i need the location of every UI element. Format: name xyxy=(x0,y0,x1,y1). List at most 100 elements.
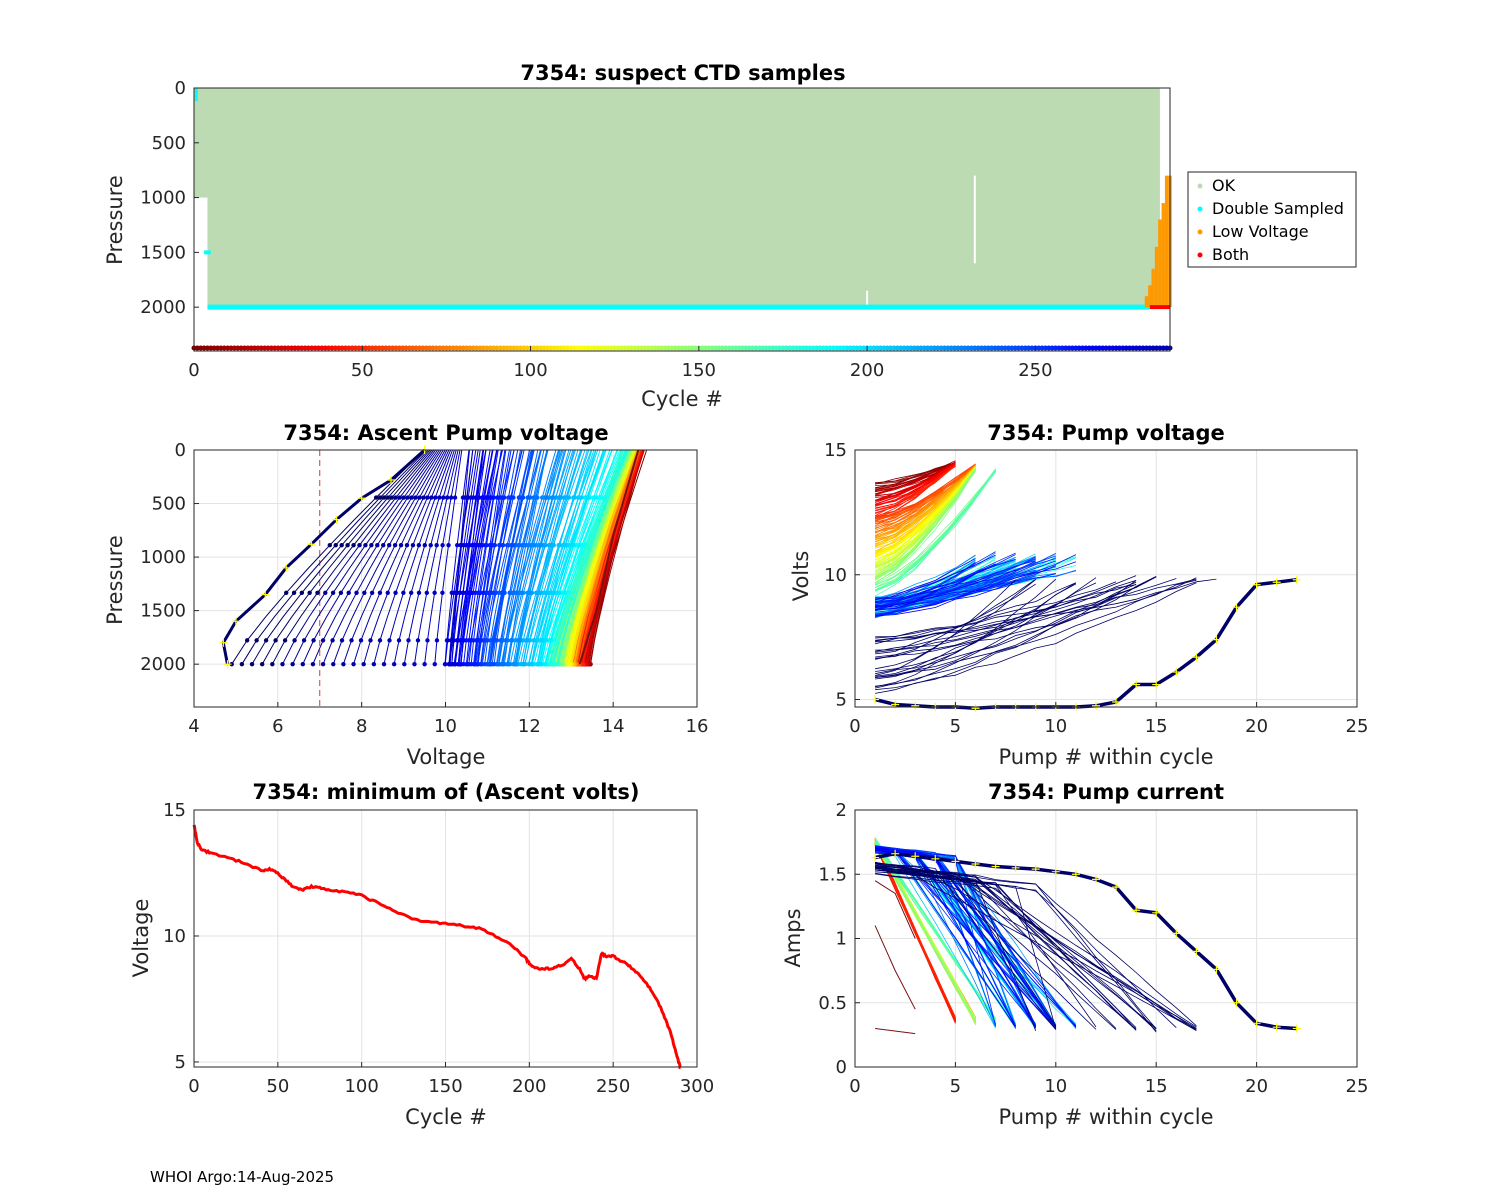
ascent-profile-line xyxy=(454,449,484,665)
ascent-profile-line xyxy=(465,449,499,665)
pump-voltage-cycle-line xyxy=(875,581,1117,638)
ascent-profile-point xyxy=(557,542,562,548)
pump-voltage-cycle-line xyxy=(875,579,1197,660)
ascent-profile-line xyxy=(460,449,493,665)
ascent-profile-point xyxy=(489,495,494,500)
low-voltage-samples xyxy=(1161,203,1165,308)
ascent-profile-bottom-point xyxy=(506,661,511,667)
last-ascent-profile-marker xyxy=(332,515,341,524)
last-cycle-voltage-marker xyxy=(1091,701,1100,710)
pump-voltage-cycle-line xyxy=(874,467,976,559)
ascent-profile-bottom-point xyxy=(341,661,346,667)
x-tick-label: 25 xyxy=(1346,1076,1369,1097)
ascent-profile-point xyxy=(576,495,581,500)
ascent-profile-bottom-point xyxy=(456,661,461,667)
ctd-legend: OK Double Sampled Low Voltage Both xyxy=(1187,171,1357,268)
pump-current-cycle-line xyxy=(875,873,1157,1029)
ascent-profile-point xyxy=(569,542,574,548)
ascent-profile-point xyxy=(389,495,395,500)
pump-voltage-cycle-line xyxy=(875,576,1157,675)
ascent-profile-line xyxy=(538,449,604,665)
pump-voltage-cycle-line xyxy=(874,561,976,611)
ascent-profile-point xyxy=(425,638,430,643)
ascent-profile-point xyxy=(401,495,406,500)
x-tick-label: 300 xyxy=(680,1076,714,1097)
pump-current-cycle-line xyxy=(875,848,1057,1030)
ascent-profile-point xyxy=(508,495,514,500)
minimum-ascent-volts-ylabel: Voltage xyxy=(129,899,153,978)
ascent-profile-point xyxy=(405,495,410,500)
last-cycle-current-marker xyxy=(1152,908,1161,917)
last-ascent-profile-line xyxy=(221,448,426,665)
ascent-profile-bottom-point xyxy=(259,661,265,667)
data-layer xyxy=(219,446,648,707)
ascent-profile-line xyxy=(322,449,442,665)
ascent-profile-line xyxy=(512,449,567,665)
ascent-profile-bottom-point xyxy=(442,661,448,667)
ascent-profile-point xyxy=(410,542,416,548)
y-tick-label: 5 xyxy=(836,690,847,711)
ascent-profile-point xyxy=(377,495,383,500)
last-cycle-current-marker xyxy=(891,849,900,858)
ascent-profile-point xyxy=(327,542,333,548)
ascent-profile-bottom-point xyxy=(500,661,505,667)
ascent-profile-point xyxy=(531,495,536,500)
ascent-profile-point xyxy=(432,590,437,595)
ascent-profile-line xyxy=(517,449,583,665)
y-tick-label: 0 xyxy=(175,440,186,461)
minimum-ascent-volts-title: 7354: minimum of (Ascent volts) xyxy=(252,780,639,804)
y-tick-label: 15 xyxy=(824,440,847,461)
x-tick-label: 50 xyxy=(266,1076,289,1097)
x-tick-label: 5 xyxy=(950,716,961,737)
ascent-profile-line xyxy=(542,449,621,665)
pump-current-cycle-line xyxy=(875,871,1197,1031)
ascent-profile-point xyxy=(404,542,410,548)
ascent-pump-voltage-xlabel: Voltage xyxy=(407,745,486,769)
ascent-profile-line xyxy=(481,449,532,665)
ascent-profile-point xyxy=(460,590,466,595)
ascent-profile-point xyxy=(351,542,356,548)
ascent-profile-point xyxy=(474,542,480,548)
ctd-samples-ylabel: Pressure xyxy=(103,175,127,265)
pump-voltage-cycle-line xyxy=(875,554,1077,617)
pump-voltage-cycle-line xyxy=(874,563,996,611)
ascent-profile-line xyxy=(353,449,448,665)
ascent-profile-point xyxy=(385,495,391,500)
ascent-profile-line xyxy=(500,449,563,665)
x-tick-label: 0 xyxy=(849,1076,860,1097)
pump-voltage-cycle-line xyxy=(875,573,976,611)
ascent-profile-line xyxy=(444,449,477,665)
ascent-profile-point xyxy=(455,638,460,643)
ascent-profile-point xyxy=(393,590,398,595)
pump-voltage-cycle-line xyxy=(875,463,956,509)
ascent-profile-point xyxy=(525,495,530,500)
pump-voltage-cycle-line xyxy=(875,572,1036,610)
pump-voltage-cycle-line xyxy=(874,470,976,584)
pump-current-cycle-line xyxy=(875,862,1057,1030)
pump-current-cycle-line xyxy=(875,845,1057,1027)
ascent-profile-point xyxy=(454,590,459,595)
pump-voltage-cycle-line xyxy=(874,468,976,579)
last-cycle-current-marker xyxy=(911,852,920,861)
y-tick-label: 10 xyxy=(824,565,847,586)
pump-voltage-cycle-line xyxy=(875,573,1056,610)
pump-voltage-cycle-line xyxy=(875,559,1016,598)
ascent-profile-point xyxy=(339,638,345,643)
y-tick-label: 500 xyxy=(152,133,186,154)
pump-current-panel: 7354: Pump current Pump # within cycle A… xyxy=(781,780,1368,1129)
x-tick-label: 200 xyxy=(850,360,884,381)
ascent-profile-line xyxy=(489,449,535,665)
ascent-profile-point xyxy=(498,542,503,548)
pump-voltage-cycle-line xyxy=(874,463,976,521)
ascent-profile-point xyxy=(563,495,569,500)
ascent-profile-point xyxy=(428,542,433,548)
last-cycle-voltage-marker xyxy=(971,704,980,713)
ascent-profile-point xyxy=(263,638,269,643)
last-ascent-profile-marker xyxy=(219,638,228,647)
ascent-profile-point xyxy=(448,495,454,500)
ascent-profile-point xyxy=(369,542,374,548)
ascent-profile-line xyxy=(477,449,507,665)
ascent-profile-bottom-point xyxy=(543,661,548,667)
pump-current-cycle-line xyxy=(875,847,1057,1030)
ascent-profile-line xyxy=(363,449,450,665)
